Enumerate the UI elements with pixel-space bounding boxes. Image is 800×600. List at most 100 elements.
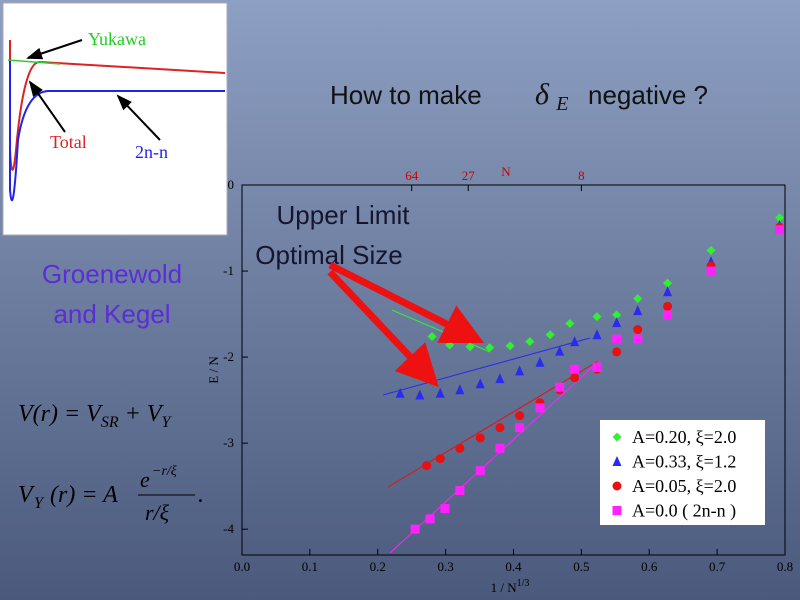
point [663,286,673,297]
formula: V(r) = VSR + VY [18,401,172,431]
point [410,524,420,534]
x-tick-label: 0.8 [777,559,793,574]
point [422,461,432,471]
point [663,301,673,311]
inset-label: Yukawa [88,29,146,49]
legend-marker [612,456,622,466]
point [612,317,622,328]
point [633,294,643,304]
x-label: 1 / N1/3 [491,578,530,595]
point [633,334,643,344]
point [495,373,505,384]
title-symbol: δ [535,78,550,111]
point [612,310,622,320]
red-arrow [328,261,485,344]
formula-part: + V [119,401,164,427]
red-arrow [327,269,439,388]
point [706,266,716,276]
y-tick-label: -2 [223,349,234,364]
point [415,389,425,400]
point [515,411,525,421]
formula-part: −r/ξ [152,464,177,479]
point [455,485,465,495]
point [495,443,505,453]
x-tick-label: 0.5 [573,559,589,574]
point [775,225,785,235]
point [555,345,565,356]
formula-part: (r) = A [50,482,118,508]
inset: Yukawa Total 2n-n [2,2,228,236]
point [775,213,785,223]
point [515,423,525,433]
arrow [116,94,161,141]
y-tick-label: -3 [223,435,234,450]
plot: 0.0 0.1 0.2 0.3 0.4 0.5 0.6 0.7 0.8 0 -1 -2 -3 -4 64 27… [206,164,793,595]
point [455,384,465,395]
legend-marker [612,481,622,491]
point [515,365,525,376]
point [535,403,545,413]
x-tick-label: 0.0 [234,559,250,574]
formula-part: r/ξ [145,500,170,525]
y-label: E / N [206,356,221,384]
legend-label: A=0.20, ξ=2.0 [632,427,736,447]
point [663,310,673,320]
title-text: negative ? [588,80,708,110]
point [592,312,602,322]
title-symbol-sub: E [555,93,568,115]
legend-label: A=0.0 ( 2n-n ) [632,501,736,522]
formula-part: V(r) = V [18,401,103,427]
annotation: Optimal Size [255,240,402,270]
point [633,305,643,316]
x-tick-label: 0.6 [641,559,658,574]
point [465,342,475,352]
inset-label: Total [50,132,87,152]
x-tick-label: 0.4 [505,559,522,574]
formula-part: SR [101,414,119,431]
point [395,387,405,398]
formula: V Y (r) = A e −r/ξ r/ξ . [18,464,204,525]
arrow [26,39,83,60]
point [435,454,445,464]
x2-tick-label: 8 [578,168,585,183]
point [427,331,437,341]
x-label-sup: 1/3 [517,578,530,589]
point [592,362,602,372]
legend-label: A=0.05, ξ=2.0 [632,476,736,496]
point [592,329,602,340]
point [475,466,485,476]
legend [600,420,765,525]
point [663,278,673,288]
formula-part: e [140,467,150,492]
point [570,336,580,347]
point [612,334,622,344]
annotation: Upper Limit [277,200,411,230]
point [440,504,450,514]
formula-part: . [198,482,204,508]
side-text: Groenewold [42,259,182,289]
x-tick-label: 0.7 [709,559,726,574]
total-curve [9,40,226,171]
point [570,364,580,374]
x-tick-label: 0.3 [438,559,454,574]
point [505,341,515,351]
point [495,423,505,433]
point [633,325,643,335]
x-tick-label: 0.1 [302,559,318,574]
x2-label: N [501,164,511,179]
x-tick-label: 0.2 [370,559,386,574]
inset-label: 2n-n [135,142,168,162]
title-text: How to make [330,80,482,110]
point [555,382,565,392]
inset-frame [2,2,228,236]
y-tick-label: 0 [228,177,235,192]
legend-marker [612,432,622,442]
x2-tick-label: 27 [462,168,476,183]
x-label-text: 1 / N [491,580,518,595]
point [435,387,445,398]
point [475,378,485,389]
y-tick-label: -4 [223,521,234,536]
point [570,373,580,383]
formula-part: Y [34,495,45,512]
